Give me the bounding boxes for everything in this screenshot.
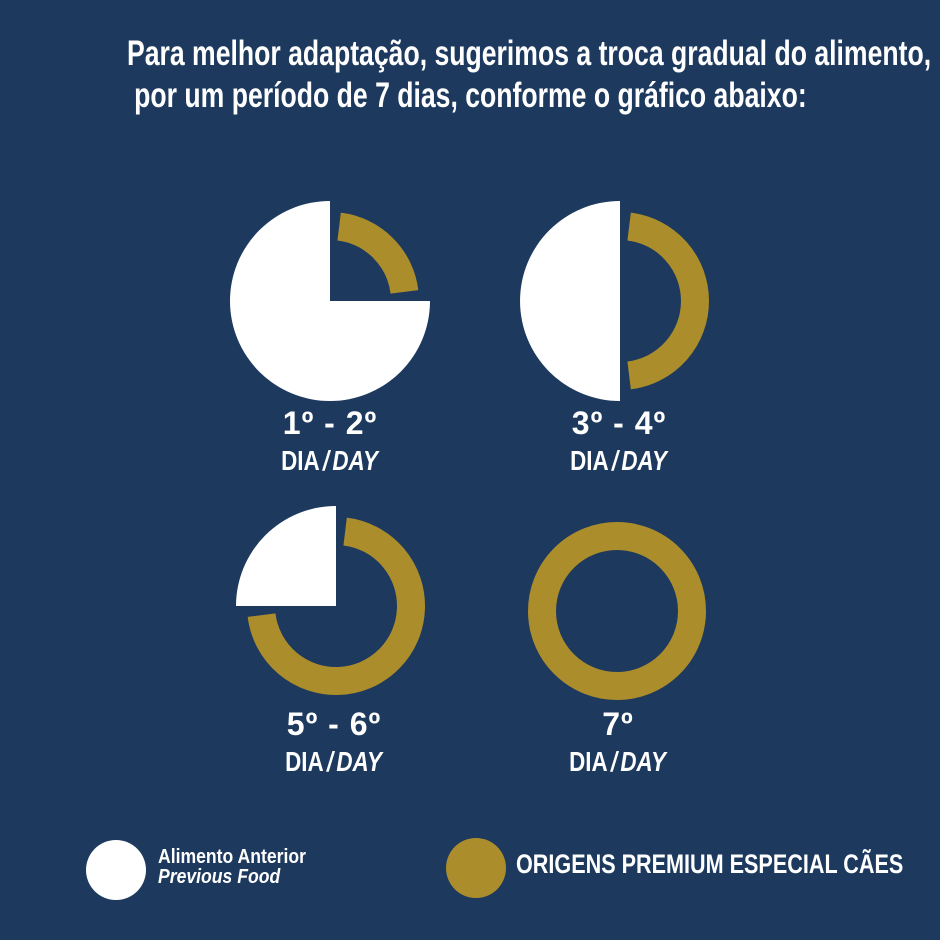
- pie-graphic-day-3-4: [520, 201, 709, 401]
- title-line-2: por um período de 7 dias, conforme o grá…: [133, 76, 807, 115]
- day-sublabel: DIA / DAY: [479, 447, 759, 475]
- day-range-text: 1º - 2º: [282, 405, 378, 441]
- dia-text: DIA: [569, 746, 609, 777]
- day-label-1-2: 1º - 2º DIA / DAY: [190, 405, 470, 475]
- slash-text: /: [323, 445, 330, 476]
- day-text: DAY: [336, 746, 383, 777]
- day-label-3-4: 3º - 4º DIA / DAY: [479, 405, 759, 475]
- day-text: DAY: [620, 746, 667, 777]
- day-label-5-6: 5º - 6º DIA / DAY: [194, 706, 474, 776]
- day-text: DAY: [621, 445, 668, 476]
- day-label-7: 7º DIA / DAY: [478, 706, 758, 776]
- pie-graphic-day-5-6: [236, 506, 425, 695]
- pie-chart-day-7: [507, 501, 727, 721]
- pie-chart-day-5-6: [226, 496, 446, 716]
- previous-food-label-pt: Alimento Anterior: [158, 846, 306, 868]
- slash-text: /: [612, 445, 619, 476]
- day-range-text: 5º - 6º: [286, 706, 382, 742]
- slash-text: /: [611, 746, 618, 777]
- previous-food-swatch: [86, 840, 146, 900]
- day-sublabel: DIA / DAY: [190, 447, 470, 475]
- day-text: DAY: [332, 445, 379, 476]
- slash-text: /: [327, 746, 334, 777]
- dia-text: DIA: [281, 445, 321, 476]
- pie-graphic-day-7: [528, 522, 706, 700]
- origens-swatch: [446, 838, 506, 898]
- dia-text: DIA: [570, 445, 610, 476]
- day-range-text: 7º: [602, 706, 634, 742]
- previous-food-legend: Alimento Anterior Previous Food: [158, 847, 326, 887]
- day-range-text: 3º - 4º: [571, 405, 667, 441]
- pie-chart-day-1-2: [220, 191, 440, 411]
- dia-text: DIA: [285, 746, 325, 777]
- pie-graphic-day-1-2: [230, 201, 430, 401]
- page-title: Para melhor adaptação, sugerimos a troca…: [0, 33, 940, 117]
- day-sublabel: DIA / DAY: [478, 748, 758, 776]
- title-line-1: Para melhor adaptação, sugerimos a troca…: [126, 34, 932, 73]
- day-sublabel: DIA / DAY: [194, 748, 474, 776]
- previous-food-label-en: Previous Food: [158, 866, 281, 888]
- pie-chart-day-3-4: [510, 191, 730, 411]
- origens-legend: ORIGENS PREMIUM ESPECIAL CÃES: [516, 849, 904, 879]
